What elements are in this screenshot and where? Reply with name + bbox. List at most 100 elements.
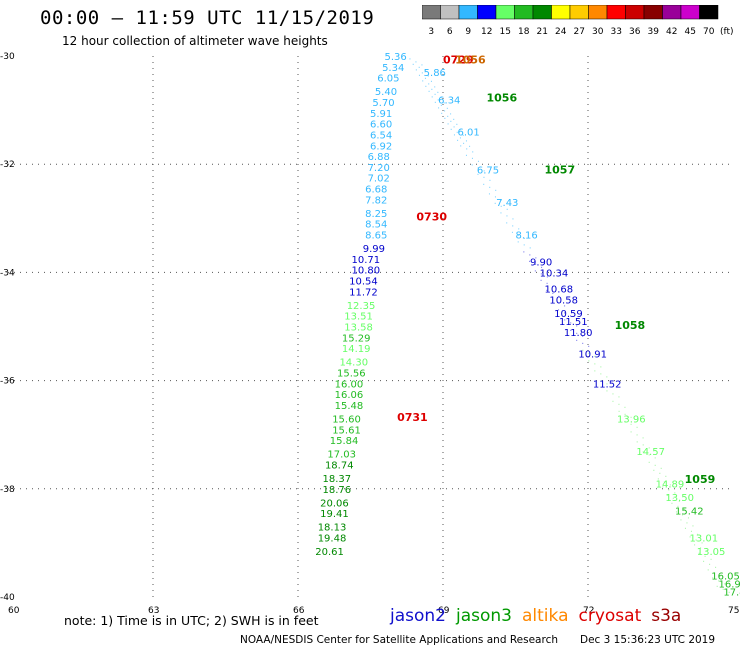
track-band-mark: · bbox=[629, 413, 632, 424]
wave-height-value: 20.61 bbox=[315, 547, 344, 558]
mission-legend: jason2 jason3 altika cryosat s3a bbox=[390, 606, 691, 626]
track-band-mark: · bbox=[711, 574, 714, 585]
track-band-mark: · bbox=[557, 292, 560, 303]
track-band-mark: · bbox=[505, 212, 508, 223]
wave-height-value: 5.70 bbox=[372, 98, 394, 109]
track-band-mark: · bbox=[408, 55, 411, 66]
wave-height-value: 14.57 bbox=[636, 447, 665, 458]
track-band-mark: · bbox=[499, 209, 502, 220]
colorbar-tick-label: 42 bbox=[666, 27, 677, 37]
track-band-mark: · bbox=[430, 85, 433, 96]
wave-height-value: 13.58 bbox=[344, 323, 373, 334]
pass-time-label: 1057 bbox=[545, 164, 576, 177]
track-band-mark: · bbox=[696, 530, 699, 541]
y-tick-label: -34 bbox=[0, 268, 15, 278]
track-band-mark: · bbox=[611, 397, 614, 408]
track-band-mark: · bbox=[517, 231, 520, 242]
track-band-mark: · bbox=[681, 510, 684, 521]
track-band-mark: · bbox=[666, 491, 669, 502]
wave-height-value: 14.30 bbox=[339, 358, 368, 369]
track-band-mark: · bbox=[563, 309, 566, 320]
wave-height-colorbar: 3 6 9 12 15 18 21 24 27 30 33 36 39 42 45 70 (ft) bbox=[422, 5, 734, 37]
track-band-mark: · bbox=[449, 109, 452, 120]
track-band-mark: · bbox=[529, 244, 532, 255]
track-band-mark: · bbox=[418, 63, 421, 74]
track-band-mark: · bbox=[418, 71, 421, 82]
track-band-mark: · bbox=[446, 120, 449, 131]
wave-height-value: 5.91 bbox=[370, 109, 392, 120]
track-band-mark: · bbox=[605, 380, 608, 391]
track-band-mark: · bbox=[669, 480, 672, 491]
wave-height-value: 18.37 bbox=[323, 474, 352, 485]
track-band-mark: · bbox=[446, 104, 449, 115]
track-band-mark: · bbox=[534, 260, 537, 271]
track-band-mark: · bbox=[587, 342, 590, 353]
track-band-mark: · bbox=[575, 336, 578, 347]
track-band-mark: · bbox=[468, 142, 471, 153]
track-band-mark: · bbox=[617, 393, 620, 404]
wave-height-value: 10.34 bbox=[540, 268, 569, 279]
track-band-mark: · bbox=[581, 339, 584, 350]
track-band-mark: · bbox=[415, 66, 418, 77]
y-tick-label: -36 bbox=[0, 377, 15, 387]
wave-height-value: 8.65 bbox=[365, 231, 387, 242]
wave-height-value: 10.80 bbox=[352, 266, 381, 277]
grid-lines bbox=[8, 56, 733, 597]
track-band-mark: · bbox=[456, 136, 459, 147]
track-band-mark: · bbox=[657, 474, 660, 485]
track-band-mark: · bbox=[517, 224, 520, 235]
track-band-mark: · bbox=[611, 383, 614, 394]
wave-height-value: 18.76 bbox=[323, 485, 352, 496]
track-band-mark: · bbox=[728, 588, 731, 599]
track-band-mark: · bbox=[471, 161, 474, 172]
track-band-mark: · bbox=[440, 101, 443, 112]
track-band-mark: · bbox=[452, 123, 455, 134]
colorbar-unit: (ft) bbox=[720, 27, 734, 37]
wave-height-value: 14.89 bbox=[656, 479, 685, 490]
wave-height-value: 8.54 bbox=[365, 220, 387, 231]
wave-height-value: 19.48 bbox=[318, 533, 347, 544]
colorbar-tick-label: 33 bbox=[611, 27, 622, 37]
track-band-mark: · bbox=[575, 322, 578, 333]
track-band-mark: · bbox=[667, 486, 670, 497]
track-band-mark: · bbox=[581, 332, 584, 343]
track-band-mark: · bbox=[563, 316, 566, 327]
track-band-mark: · bbox=[522, 247, 525, 258]
track-band-mark: · bbox=[431, 93, 434, 104]
track-band-mark: · bbox=[707, 565, 710, 576]
wave-height-value: 10.58 bbox=[549, 295, 578, 306]
colorbar-tick-label: 24 bbox=[555, 27, 567, 37]
mission-legend-item: altika bbox=[522, 606, 569, 626]
track-band-mark: · bbox=[705, 547, 708, 558]
track-band-mark: · bbox=[663, 477, 666, 488]
generation-timestamp: Dec 3 15:36:23 UTC 2019 bbox=[580, 634, 716, 646]
track-band-mark: · bbox=[456, 128, 459, 139]
colorbar-swatch bbox=[699, 5, 719, 20]
pass-time-label: 0729 bbox=[443, 54, 474, 67]
colorbar-tick-label: 6 bbox=[447, 27, 453, 37]
track-band-mark: · bbox=[421, 76, 424, 87]
track-band-mark: · bbox=[462, 139, 465, 150]
x-tick-label: 69 bbox=[438, 606, 450, 616]
track-band-mark: · bbox=[500, 195, 503, 206]
track-band-mark: · bbox=[642, 440, 645, 451]
track-band-mark: · bbox=[569, 326, 572, 337]
track-band-mark: · bbox=[482, 173, 485, 184]
wave-height-value: 10.91 bbox=[578, 350, 607, 361]
track-band-mark: · bbox=[424, 82, 427, 93]
track-band-mark: · bbox=[654, 461, 657, 472]
track-band-mark: · bbox=[443, 114, 446, 125]
wave-height-value: 11.51 bbox=[559, 317, 588, 328]
track-band-mark: · bbox=[587, 356, 590, 367]
wave-height-value: 14.19 bbox=[342, 344, 371, 355]
wave-height-value: 16.94 bbox=[719, 579, 740, 590]
track-band-mark: · bbox=[453, 130, 456, 141]
wave-height-value: 11.52 bbox=[593, 379, 622, 390]
track-band-mark: · bbox=[511, 228, 514, 239]
wave-height-value: 9.90 bbox=[530, 258, 552, 269]
track-band-mark: · bbox=[672, 494, 675, 505]
wave-height-value: 20.06 bbox=[320, 498, 349, 509]
colorbar-tick-label: 15 bbox=[500, 27, 511, 37]
wave-height-value: 15.56 bbox=[337, 368, 366, 379]
y-tick-label: -38 bbox=[0, 485, 15, 495]
